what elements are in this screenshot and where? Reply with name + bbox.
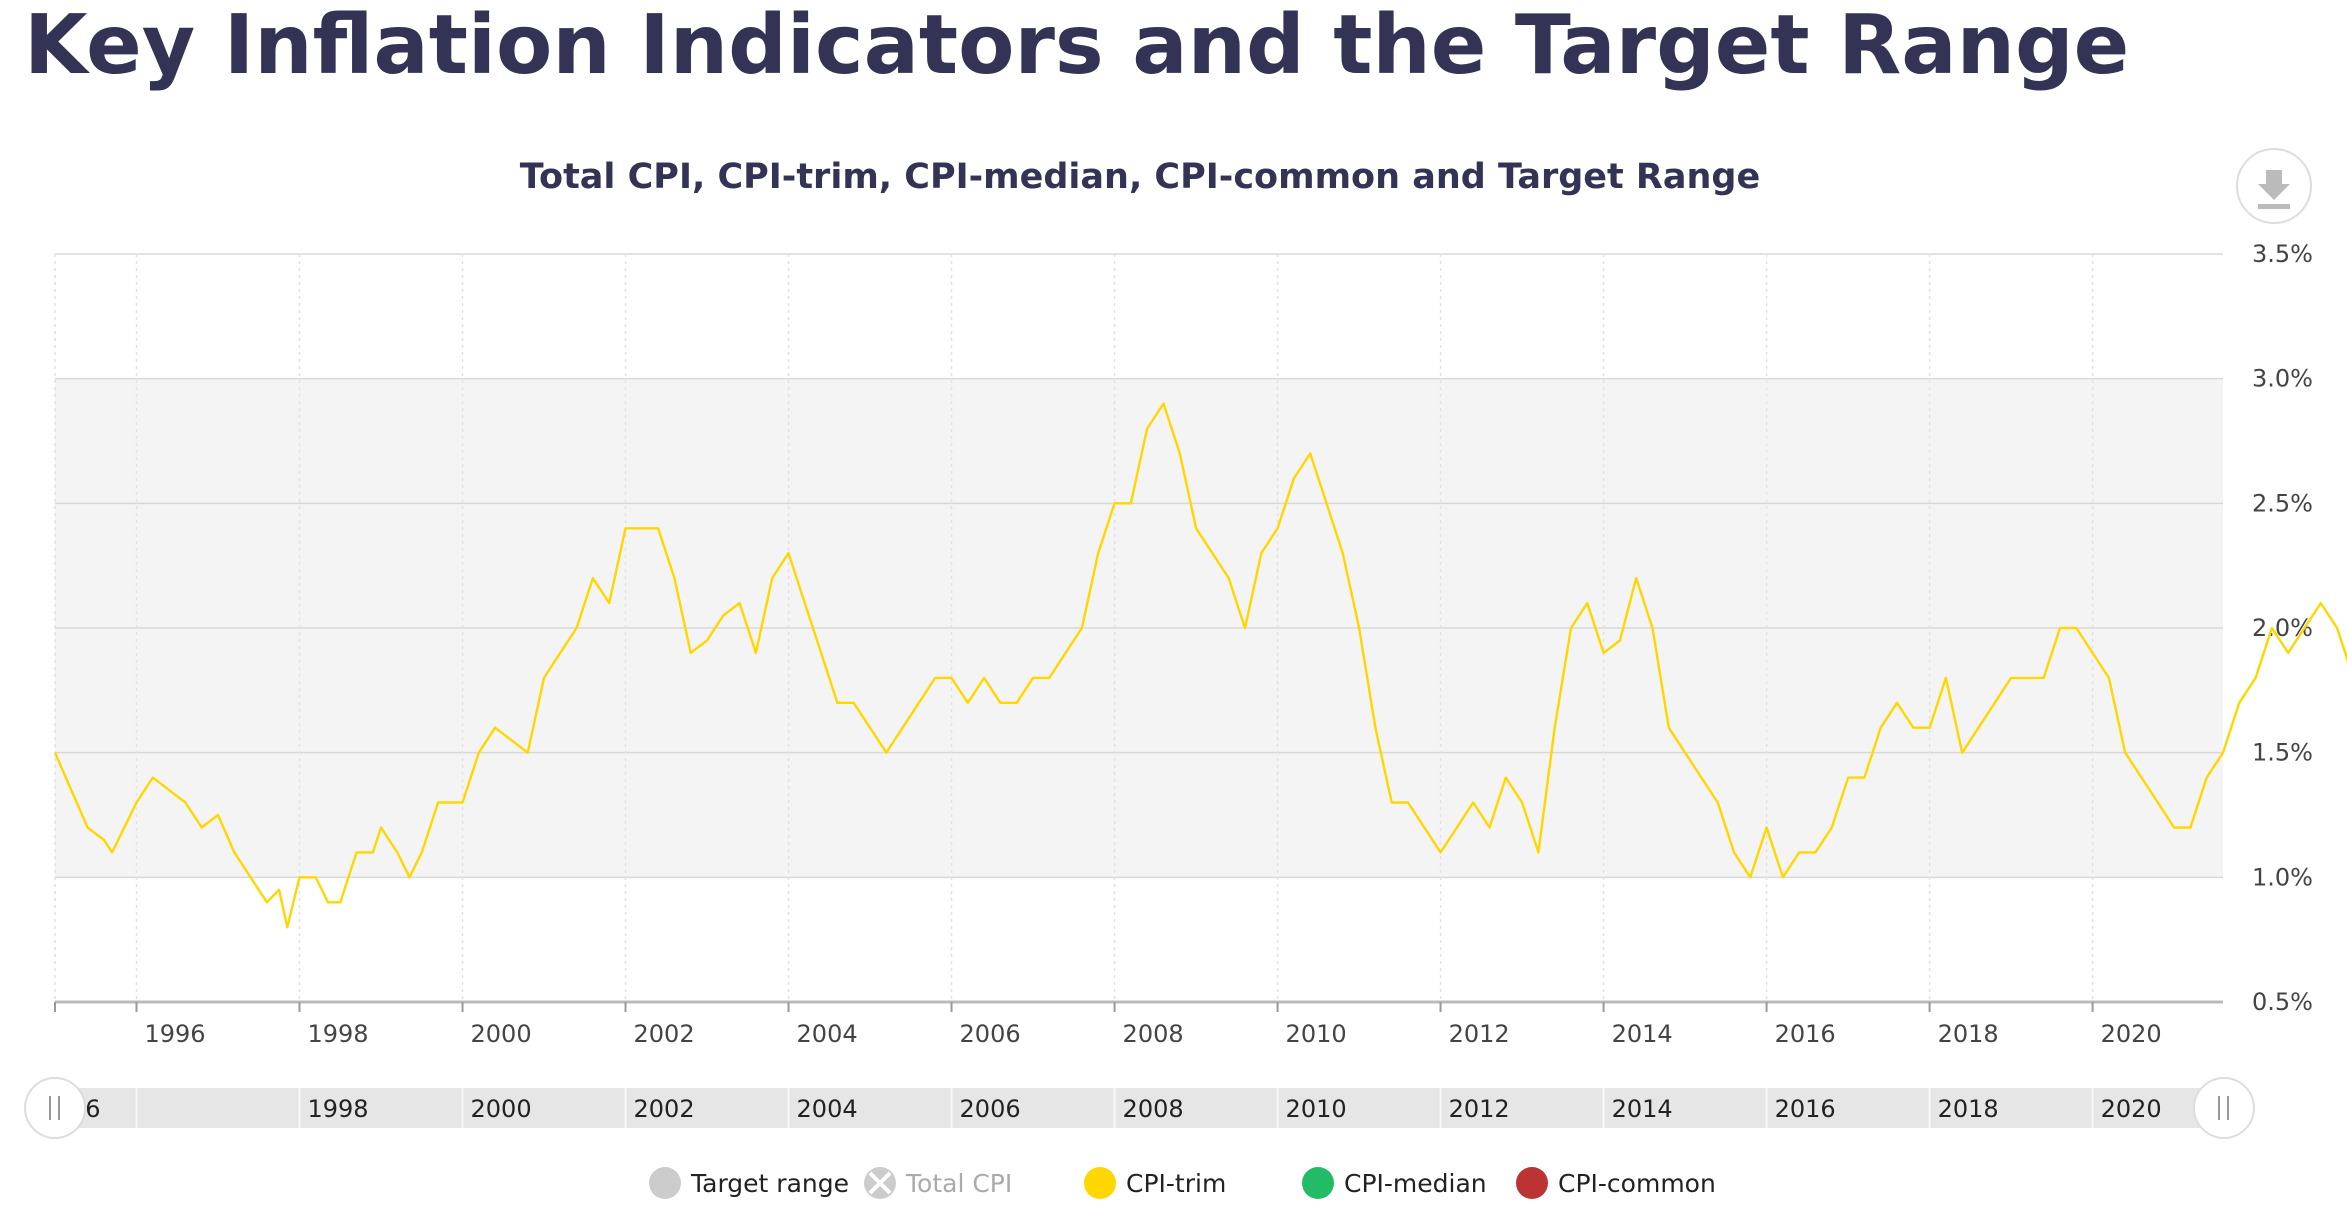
x-tick-label: 1998 [308, 1020, 369, 1048]
hidden-x-icon [868, 1171, 892, 1195]
grip-handle-icon [2218, 1096, 2229, 1120]
legend-item-cpi-trim[interactable]: CPI-trim [1084, 1167, 1226, 1199]
x-tick-label: 2018 [1938, 1020, 1999, 1048]
x-tick-label: 2020 [2101, 1020, 2162, 1048]
legend-item-total-cpi[interactable]: Total CPI [864, 1167, 1012, 1199]
legend-marker [1084, 1167, 1116, 1199]
y-tick-label: 3.5% [2252, 240, 2313, 268]
y-tick-label: 1.5% [2252, 739, 2313, 767]
legend-marker [649, 1167, 681, 1199]
x-tick-label: 2004 [797, 1020, 858, 1048]
navigator-track[interactable] [55, 1088, 2223, 1128]
legend-label: CPI-median [1344, 1169, 1487, 1198]
series-lines [53, 304, 2347, 929]
legend-item-target-range[interactable]: Target range [649, 1167, 849, 1199]
download-icon [2258, 170, 2290, 209]
legend-label: Target range [690, 1169, 849, 1198]
navigator-tick-label: 2006 [960, 1095, 1021, 1123]
x-tick-label: 2008 [1123, 1020, 1184, 1048]
navigator-left-handle[interactable] [24, 1077, 86, 1139]
navigator-tick-label: 2008 [1123, 1095, 1184, 1123]
y-tick-label: 3.0% [2252, 365, 2313, 393]
legend-label: Total CPI [905, 1169, 1012, 1198]
navigator-tick-label: 2000 [471, 1095, 532, 1123]
navigator-tick-label: 1998 [308, 1095, 369, 1123]
x-tick-label: 2012 [1449, 1020, 1510, 1048]
download-button[interactable] [2236, 148, 2312, 224]
page-title: Key Inflation Indicators and the Target … [24, 0, 2130, 93]
x-tick-label: 2000 [471, 1020, 532, 1048]
chart-legend: Target range Total CPI CPI-trim CPI-median C… [649, 1167, 1716, 1199]
x-tick-label: 2002 [634, 1020, 695, 1048]
navigator-tick-label: 2018 [1938, 1095, 1999, 1123]
chart-title: Total CPI, CPI-trim, CPI-median, CPI-com… [520, 157, 1760, 197]
y-tick-label: 2.5% [2252, 489, 2313, 517]
navigator-tick-label: 2020 [2101, 1095, 2162, 1123]
navigator-right-handle[interactable] [2193, 1077, 2255, 1139]
legend-label: CPI-trim [1126, 1169, 1226, 1198]
chart-grid [54, 253, 2223, 1004]
x-tick-label: 2016 [1775, 1020, 1836, 1048]
x-tick-label: 1996 [145, 1020, 206, 1048]
y-tick-label: 1.0% [2252, 863, 2313, 891]
series-line-cpi-trim[interactable] [53, 304, 2347, 929]
navigator-tick-label: 2002 [634, 1095, 695, 1123]
navigator-tick-label: 2014 [1612, 1095, 1673, 1123]
legend-label: CPI-common [1558, 1169, 1716, 1198]
legend-item-cpi-common[interactable]: CPI-common [1516, 1167, 1716, 1199]
legend-item-cpi-median[interactable]: CPI-median [1302, 1167, 1487, 1199]
navigator-tick-label: 2004 [797, 1095, 858, 1123]
x-tick-label: 2006 [960, 1020, 1021, 1048]
y-axis: 0.5% 1.0% 1.5% 2.0% 2.5% 3.0% 3.5% [2252, 240, 2313, 1016]
legend-marker [1302, 1167, 1334, 1199]
grip-handle-icon [49, 1096, 60, 1120]
x-tick-label: 2010 [1286, 1020, 1347, 1048]
y-tick-label: 2.0% [2252, 614, 2313, 642]
navigator-tick-label: 2012 [1449, 1095, 1510, 1123]
x-axis: 1996 1998 2000 2002 2004 2006 2008 2010 2012 2014… [54, 1002, 2162, 1048]
navigator-tick-label: 2016 [1775, 1095, 1836, 1123]
range-navigator[interactable]: 9619982000200220042006200820102012201420… [24, 1077, 2255, 1139]
navigator-tick-label: 2010 [1286, 1095, 1347, 1123]
x-tick-label: 2014 [1612, 1020, 1673, 1048]
navigator-ticks: 9619982000200220042006200820102012201420… [70, 1088, 2162, 1128]
legend-marker [1516, 1167, 1548, 1199]
y-tick-label: 0.5% [2252, 988, 2313, 1016]
